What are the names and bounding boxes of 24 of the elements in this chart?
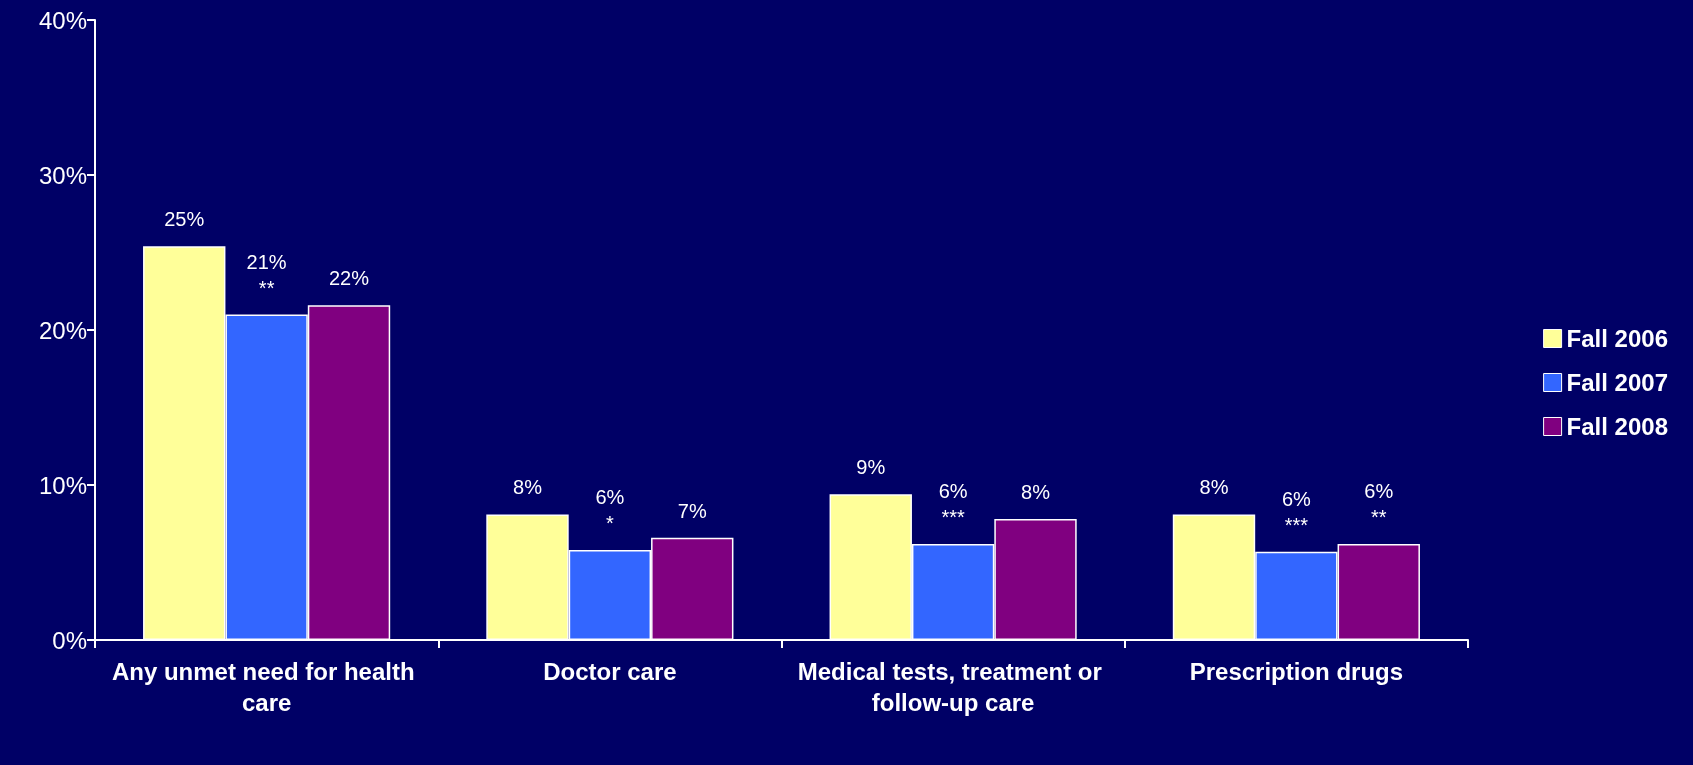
y-tick-label: 30% [38,161,87,189]
data-label: 8% [1199,476,1229,499]
y-tick-label: 10% [38,471,87,499]
data-label: 8% [1021,481,1051,504]
data-label: 9% [856,456,886,479]
y-tick-label: 40% [38,6,87,34]
y-tick-label: 20% [38,316,87,344]
x-tick-label: Any unmet need for health care [111,658,422,716]
x-tick-label: Medical tests, treatment or follow-up care [797,658,1109,716]
data-label: 6% ** [1364,479,1394,528]
x-tick-label: Doctor care [543,658,677,685]
legend-label: Fall 2007 [1566,369,1668,396]
data-label: 21% ** [246,250,287,299]
data-label: 6% * [595,486,625,535]
data-label: 7% [677,499,707,522]
legend-label: Fall 2006 [1566,325,1668,352]
legend-label: Fall 2008 [1566,413,1668,440]
data-label: 6% *** [1281,487,1312,536]
data-label: 25% [164,208,205,231]
data-label: 8% [513,476,543,499]
data-label: 22% [328,267,370,290]
data-label: 6% *** [938,479,968,528]
y-tick-label: 0% [52,626,87,654]
x-tick-label: Prescription drugs [1189,658,1404,685]
